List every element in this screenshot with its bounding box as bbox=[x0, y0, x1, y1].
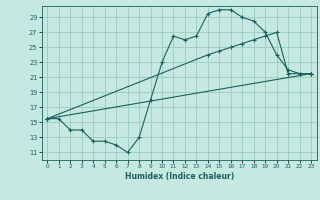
X-axis label: Humidex (Indice chaleur): Humidex (Indice chaleur) bbox=[124, 172, 234, 181]
